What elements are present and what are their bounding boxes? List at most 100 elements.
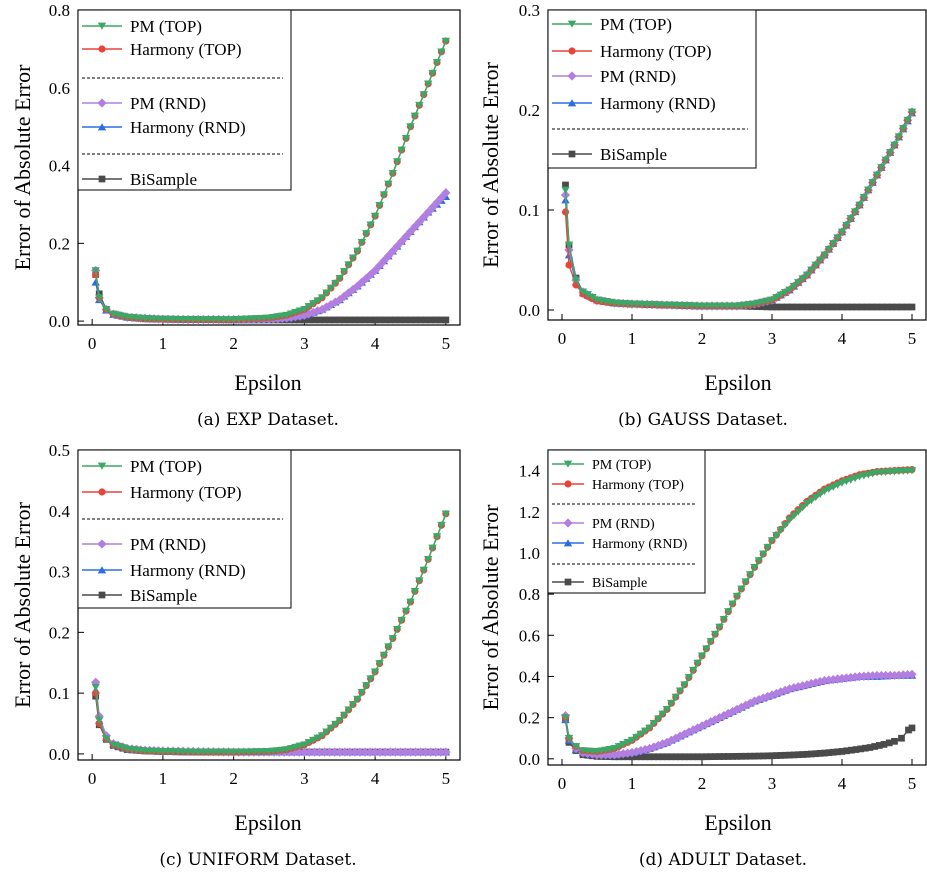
x-tick-label: 3 [768, 329, 777, 348]
y-tick-label: 0.3 [519, 1, 540, 20]
legend-label: Harmony (TOP) [600, 42, 712, 61]
y-tick-label: 0.0 [49, 312, 70, 331]
chart-panel-2: 0 1 2 3 4 5 0.0 0.1 0.2 0.3 Epsilon Error of Absolu… [478, 1, 926, 430]
series-bisample [92, 693, 449, 756]
y-tick-label: 0.2 [519, 709, 540, 728]
x-tick-label: 0 [558, 329, 567, 348]
y-tick-label: 0.1 [519, 201, 540, 220]
y-tick-label: 0.0 [49, 745, 70, 764]
x-tick-label: 4 [838, 329, 847, 348]
x-tick-label: 4 [838, 774, 847, 793]
series-line [96, 696, 446, 752]
y-axis-label: Error of Absolute Error [478, 61, 503, 268]
x-tick-label: 2 [698, 329, 707, 348]
legend: PM (TOP) Harmony (TOP) PM (RND) Harmony (RN… [548, 10, 756, 168]
x-tick-label: 0 [88, 334, 97, 353]
x-tick-label: 0 [88, 769, 97, 788]
x-tick-label: 1 [159, 769, 168, 788]
x-tick-label: 5 [908, 329, 917, 348]
data-point [891, 738, 898, 745]
legend: PM (TOP) Harmony (TOP) PM (RND) Harmony (RN… [548, 450, 705, 593]
data-point [909, 304, 916, 311]
legend-marker [568, 47, 575, 54]
y-tick-label: 0.8 [49, 1, 70, 20]
series-pm-rnd [91, 678, 450, 757]
x-tick-label: 5 [908, 774, 917, 793]
legend-label: BiSample [592, 576, 647, 591]
series-line [566, 674, 913, 754]
y-axis-label: Error of Absolute Error [478, 504, 503, 711]
x-tick-label: 1 [159, 334, 168, 353]
legend-label: Harmony (RND) [592, 537, 688, 552]
legend-marker [564, 480, 571, 487]
x-tick-label: 0 [558, 774, 567, 793]
legend-label: Harmony (TOP) [130, 483, 242, 502]
legend-label: BiSample [130, 586, 197, 605]
x-axis-label: Epsilon [704, 370, 771, 395]
chart-panel-1: 0 1 2 3 4 50.00.20.40.60.8EpsilonError of Abs… [10, 1, 460, 430]
x-tick-label: 3 [300, 769, 309, 788]
y-tick-label: 0.6 [49, 79, 70, 98]
legend-label: PM (TOP) [600, 15, 672, 34]
legend-label: Harmony (TOP) [592, 478, 684, 493]
y-tick-label: 0.2 [49, 623, 70, 642]
chart-panel-3: 0 1 2 3 4 50.00.10.20.30.40.5EpsilonError of … [10, 441, 460, 870]
legend-label: PM (RND) [600, 67, 676, 86]
series-line [96, 690, 446, 752]
data-point [898, 735, 905, 742]
y-tick-label: 0.0 [519, 301, 540, 320]
x-tick-label: 5 [442, 769, 451, 788]
series-line [96, 197, 446, 320]
series-harmony-rnd [91, 686, 450, 755]
y-tick-label: 0.2 [49, 234, 70, 253]
y-tick-label: 0.4 [49, 502, 71, 521]
y-tick-label: 0.0 [519, 750, 540, 769]
legend-label: PM (RND) [592, 517, 655, 532]
x-tick-label: 2 [229, 334, 238, 353]
legend-marker [565, 579, 572, 586]
legend-label: PM (TOP) [130, 457, 202, 476]
x-tick-label: 4 [371, 769, 380, 788]
legend-label: BiSample [130, 170, 197, 189]
panel-caption: (c) UNIFORM Dataset. [159, 850, 356, 870]
y-axis-label: Error of Absolute Error [10, 64, 35, 271]
x-tick-label: 1 [628, 329, 637, 348]
y-tick-label: 0.8 [519, 585, 540, 604]
y-tick-label: 0.1 [49, 684, 70, 703]
x-tick-label: 3 [300, 334, 309, 353]
legend-label: Harmony (TOP) [130, 40, 242, 59]
legend-marker [98, 488, 105, 495]
x-tick-label: 5 [442, 334, 451, 353]
panel-caption: (d) ADULT Dataset. [639, 850, 807, 870]
legend-label: PM (TOP) [592, 458, 652, 473]
data-point [91, 684, 99, 691]
x-tick-label: 1 [628, 774, 637, 793]
legend-label: Harmony (RND) [130, 561, 246, 580]
y-tick-label: 0.5 [49, 441, 70, 460]
x-tick-label: 2 [229, 769, 238, 788]
x-tick-label: 4 [371, 334, 380, 353]
legend-label: PM (RND) [130, 94, 206, 113]
legend: PM (TOP) Harmony (TOP) PM (RND) Harmony (RN… [78, 10, 291, 190]
y-tick-label: 0.2 [519, 101, 540, 120]
y-tick-label: 1.2 [519, 503, 540, 522]
chart-panel-4: 0 1 2 3 4 50.00.20.40.60.81.01.21.4EpsilonErr… [478, 450, 926, 870]
legend-marker [98, 45, 105, 52]
x-axis-label: Epsilon [704, 810, 771, 835]
data-point [562, 208, 569, 215]
panel-caption: (a) EXP Dataset. [197, 410, 339, 430]
series-pm-rnd [91, 188, 450, 324]
series-line [96, 274, 446, 320]
series-line [96, 193, 446, 320]
data-point [909, 725, 916, 732]
x-tick-label: 2 [698, 774, 707, 793]
legend-label: Harmony (RND) [130, 118, 246, 137]
y-tick-label: 1.4 [519, 462, 541, 481]
data-point [561, 187, 569, 194]
legend: PM (TOP) Harmony (TOP) PM (RND) Harmony (RN… [78, 450, 291, 608]
legend-marker [569, 151, 576, 158]
legend-label: BiSample [600, 145, 667, 164]
series-line [96, 682, 446, 752]
y-tick-label: 1.0 [519, 544, 540, 563]
